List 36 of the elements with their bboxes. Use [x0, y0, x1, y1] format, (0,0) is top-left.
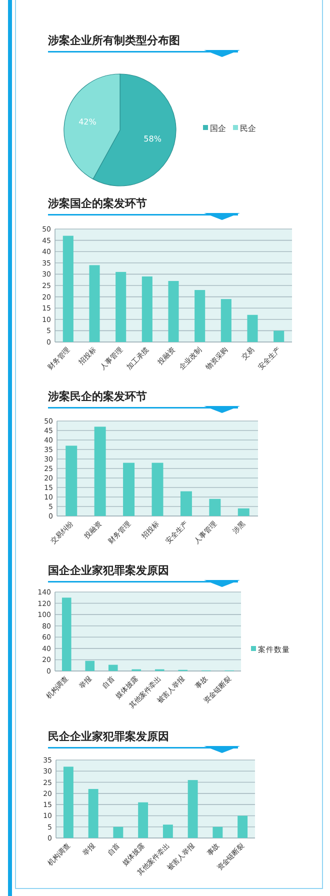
bar [220, 299, 232, 342]
bar [85, 660, 95, 671]
chart-title: 涉案民企的案发环节 [47, 390, 147, 403]
bar [209, 498, 221, 516]
chart-title: 国企企业家犯罪案发原因 [48, 564, 169, 577]
data-label: 58% [144, 134, 162, 144]
bar [94, 426, 106, 516]
legend-label: 国企 [210, 124, 226, 133]
bar [62, 598, 72, 671]
bar [138, 802, 148, 838]
bar [142, 276, 152, 342]
bar [238, 816, 248, 838]
bar [152, 462, 164, 516]
bar [238, 508, 250, 516]
chart-title: 民企企业家犯罪案发原因 [48, 730, 169, 743]
bar [116, 272, 126, 342]
bar [113, 826, 124, 838]
chart-title: 涉案国企的案发环节 [47, 197, 147, 210]
bar [194, 290, 206, 342]
bar [108, 664, 118, 671]
bar [123, 462, 135, 516]
bar [168, 280, 179, 342]
bar [62, 236, 74, 342]
bar [63, 766, 74, 838]
bar [188, 780, 198, 838]
bar [274, 330, 284, 342]
chart-title: 涉案企业所有制类型分布图 [47, 34, 180, 47]
bar [247, 314, 258, 342]
legend-label: 民企 [240, 124, 256, 133]
data-label: 42% [78, 118, 97, 127]
bar [162, 824, 173, 838]
bar [89, 265, 100, 342]
bar [88, 788, 98, 838]
bar [212, 826, 223, 838]
bar [180, 491, 192, 516]
bar [66, 446, 78, 516]
